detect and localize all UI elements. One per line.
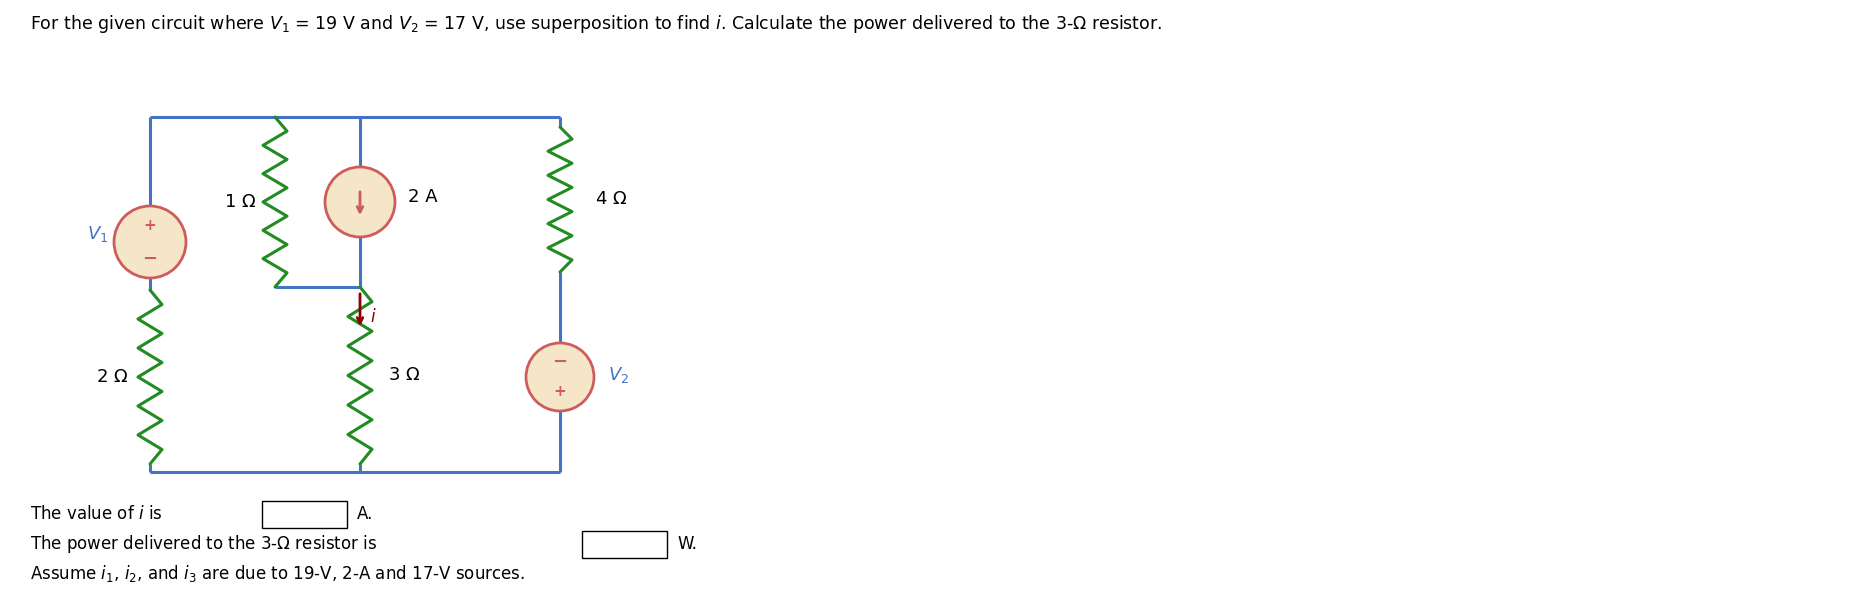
FancyBboxPatch shape <box>261 500 346 527</box>
Circle shape <box>324 167 394 237</box>
Text: W.: W. <box>678 535 696 553</box>
Text: 3 $\Omega$: 3 $\Omega$ <box>389 367 420 385</box>
Text: +: + <box>144 217 156 232</box>
Text: −: − <box>552 353 567 371</box>
Text: $V_2$: $V_2$ <box>607 365 630 385</box>
Text: For the given circuit where $V_1$ = 19 V and $V_2$ = 17 V, use superposition to : For the given circuit where $V_1$ = 19 V… <box>30 13 1163 35</box>
Text: The power delivered to the 3-$\Omega$ resistor is: The power delivered to the 3-$\Omega$ re… <box>30 533 378 555</box>
Text: A.: A. <box>357 505 374 523</box>
Circle shape <box>115 206 185 278</box>
Text: $V_1$: $V_1$ <box>87 224 109 244</box>
Text: +: + <box>554 383 567 399</box>
Text: 2 A: 2 A <box>407 188 437 206</box>
Text: 2 $\Omega$: 2 $\Omega$ <box>96 368 128 386</box>
Text: Assume $i_1$, $i_2$, and $i_3$ are due to 19-V, 2-A and 17-V sources.: Assume $i_1$, $i_2$, and $i_3$ are due t… <box>30 563 526 585</box>
Text: 4 $\Omega$: 4 $\Omega$ <box>594 190 628 208</box>
Circle shape <box>526 343 594 411</box>
Text: −: − <box>143 250 157 268</box>
Text: $i$: $i$ <box>370 308 376 326</box>
FancyBboxPatch shape <box>582 530 667 557</box>
Text: 1 $\Omega$: 1 $\Omega$ <box>224 193 256 211</box>
Text: The value of $i$ is: The value of $i$ is <box>30 505 163 523</box>
